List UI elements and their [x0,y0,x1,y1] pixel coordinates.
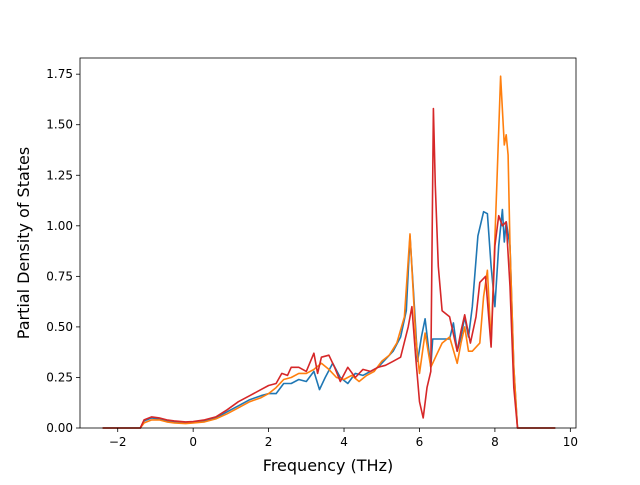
y-tick-label: 0.75 [46,269,73,283]
y-tick-label: 1.00 [46,219,73,233]
x-tick-label: 4 [340,435,348,449]
series-line-3 [102,107,556,429]
x-tick-label: 8 [491,435,499,449]
x-axis-label: Frequency (THz) [263,456,393,475]
series-line-1 [102,208,556,429]
y-tick-label: 1.75 [46,67,73,81]
y-tick-label: 1.25 [46,168,73,182]
x-tick-label: 0 [189,435,197,449]
plot-area-frame [79,57,577,429]
series-layer [102,75,556,429]
x-tick-label: 10 [563,435,578,449]
y-tick-label: 0.00 [46,421,73,435]
series-line-2 [102,75,556,429]
x-axis-ticks: −2 0 2 4 6 8 10 [109,428,578,449]
x-tick-label: 2 [265,435,273,449]
y-tick-label: 0.50 [46,320,73,334]
x-tick-label: −2 [109,435,127,449]
y-tick-label: 1.50 [46,118,73,132]
x-tick-label: 6 [416,435,424,449]
y-tick-label: 0.25 [46,370,73,384]
y-axis-ticks: 0.00 0.25 0.50 0.75 1.00 1.25 1.50 1.75 [46,67,80,435]
y-axis-label: Partial Density of States [14,147,33,339]
